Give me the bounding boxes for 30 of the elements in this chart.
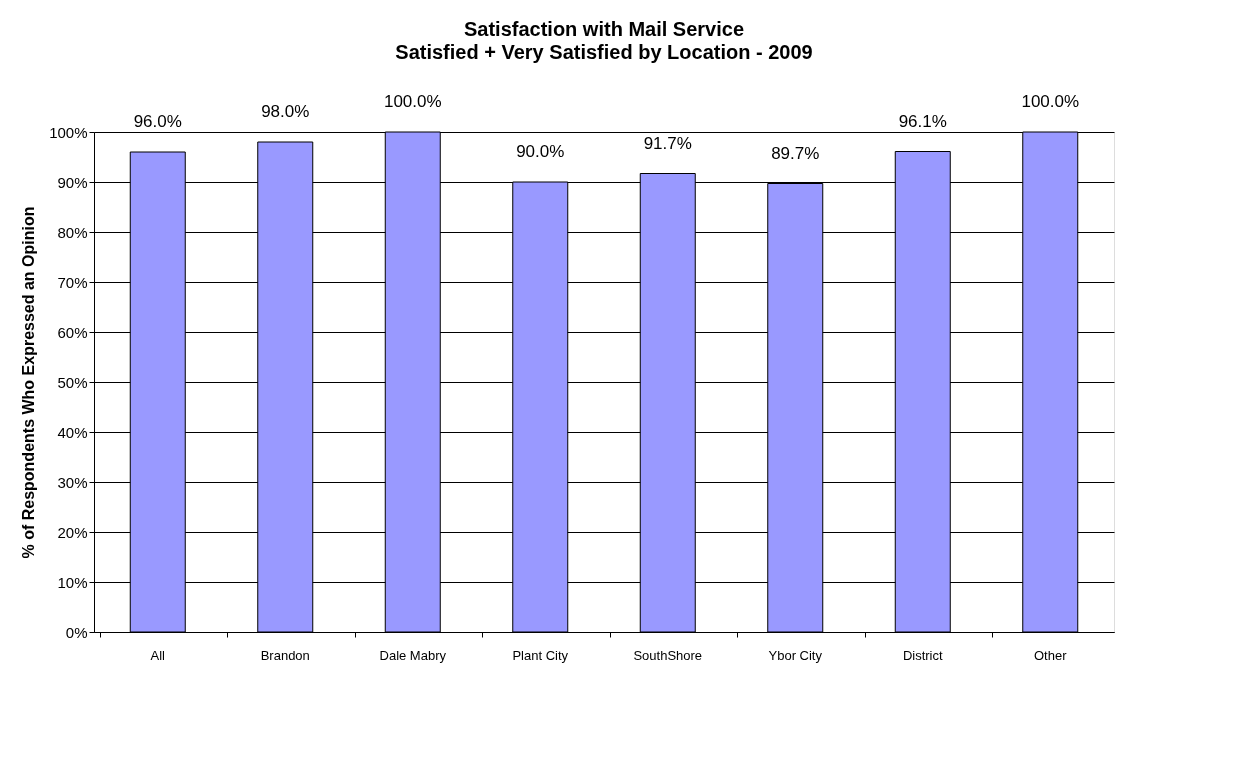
y-tick-label: 10%: [57, 573, 88, 591]
chart-title: Satisfaction with Mail Service: [463, 18, 745, 40]
y-tick-label: 60%: [57, 323, 88, 341]
data-label: 100.0%: [1021, 92, 1080, 111]
data-label: 91.7%: [643, 133, 692, 153]
y-tick-label: 50%: [57, 373, 88, 391]
x-tick-label: District: [902, 647, 943, 663]
data-label: 96.1%: [898, 111, 947, 131]
data-label: 96.0%: [133, 112, 182, 131]
y-axis-title: % of Respondents Who Expressed an Opinion: [20, 206, 38, 559]
y-tick-label: 100%: [49, 123, 88, 141]
chart-subtitle: Satisfied + Very Satisfied by Location - 2009: [395, 41, 813, 63]
x-tick-label: Dale Mabry: [379, 647, 447, 663]
y-tick-label: 70%: [57, 273, 88, 291]
y-tick-label: 40%: [57, 423, 88, 441]
y-tick-label: 20%: [57, 523, 88, 541]
y-tick-label: 80%: [57, 223, 88, 241]
data-label: 89.7%: [771, 143, 820, 163]
data-label: 90.0%: [516, 142, 565, 161]
x-tick-label: Ybor City: [768, 647, 823, 663]
x-tick-label: All: [150, 647, 166, 663]
x-tick-label: SouthShore: [633, 647, 703, 663]
y-tick-label: 90%: [57, 173, 88, 191]
data-label: 98.0%: [261, 102, 310, 121]
data-label: 100.0%: [383, 92, 442, 111]
y-tick-label: 30%: [57, 473, 88, 491]
x-tick-label: Brandon: [260, 647, 310, 663]
x-tick-label: Other: [1033, 647, 1068, 663]
y-tick-label: 0%: [65, 623, 88, 641]
x-tick-label: Plant City: [512, 647, 569, 663]
